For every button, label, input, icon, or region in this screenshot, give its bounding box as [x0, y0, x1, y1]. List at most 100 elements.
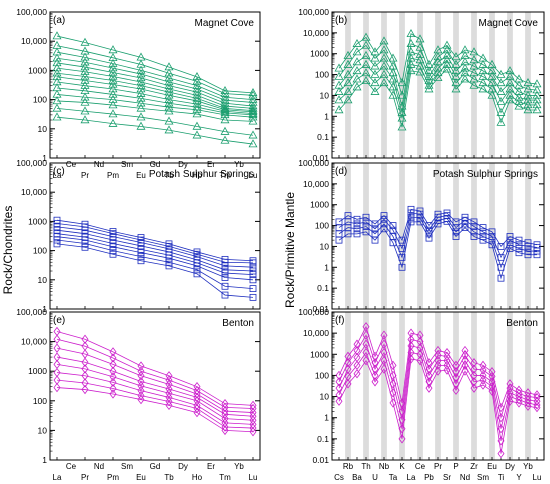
data-point: [52, 77, 62, 86]
plot-frame: [49, 162, 261, 310]
data-point: [470, 370, 478, 381]
y-tick-label: 1000: [310, 349, 329, 359]
data-point: [371, 351, 379, 362]
x-tick-label: Sm: [121, 160, 133, 169]
element-stripe: [363, 12, 369, 158]
data-point: [380, 225, 388, 233]
data-point: [389, 222, 397, 229]
data-point: [352, 57, 362, 66]
data-point: [434, 350, 442, 360]
y-tick-label: 10,000: [21, 337, 47, 347]
data-point: [524, 401, 532, 411]
panel-label: (d): [335, 166, 347, 177]
data-point: [137, 371, 145, 381]
series-line: [56, 116, 254, 145]
y-tick-label: 1000: [310, 200, 329, 210]
data-point: [532, 90, 542, 99]
data-point: [533, 247, 541, 255]
data-point: [136, 69, 146, 78]
data-point: [425, 377, 433, 387]
data-point: [506, 396, 514, 406]
data-point: [515, 236, 523, 244]
data-point: [451, 66, 461, 75]
data-point: [514, 96, 524, 105]
chart-panel-b: 0.01 0.1 1 10 100 1000 10,000 100,000 (b) Magnet …: [298, 7, 545, 163]
data-point: [415, 61, 425, 70]
panel-label: (f): [335, 315, 344, 326]
data-point: [524, 391, 532, 402]
y-tick-label: 10,000: [303, 179, 329, 189]
data-point: [371, 370, 379, 381]
data-point: [164, 68, 174, 77]
data-point: [192, 109, 202, 118]
x-tick-label: Yb: [523, 462, 533, 471]
data-point: [248, 139, 258, 148]
data-point: [344, 351, 352, 362]
x-tick-label: Ba: [352, 473, 362, 482]
data-point: [193, 385, 201, 396]
element-stripe: [507, 312, 513, 460]
data-point: [109, 347, 117, 357]
x-tick-label: K: [399, 462, 405, 471]
data-point: [221, 269, 229, 277]
data-point: [343, 59, 353, 68]
data-point: [108, 84, 118, 93]
data-point: [52, 112, 62, 121]
data-point: [370, 69, 380, 78]
data-point: [352, 74, 362, 83]
data-point: [334, 95, 344, 104]
data-point: [398, 245, 406, 252]
data-point: [442, 40, 452, 49]
series-line: [56, 363, 254, 421]
x-tick-label: Tb: [164, 473, 174, 482]
data-point: [80, 106, 90, 115]
data-point: [193, 407, 201, 418]
data-point: [80, 80, 90, 89]
x-tick-label: Pm: [107, 473, 119, 482]
data-point: [361, 32, 371, 41]
x-tick-label: Ta: [389, 473, 398, 482]
data-point: [361, 50, 371, 59]
x-tick-label: Nd: [460, 473, 470, 482]
x-tick-label: Rb: [343, 462, 354, 471]
y-tick-label: 100,000: [298, 307, 329, 317]
data-point: [137, 249, 145, 257]
data-point: [109, 366, 117, 376]
data-point: [249, 259, 257, 267]
data-point: [380, 215, 388, 223]
y-tick-label: 100,000: [298, 7, 329, 17]
data-point: [108, 58, 118, 67]
data-point: [248, 130, 258, 139]
data-point: [353, 345, 361, 356]
data-point: [524, 239, 532, 247]
data-point: [343, 50, 353, 59]
series-line: [338, 325, 538, 409]
data-point: [137, 361, 145, 371]
series-line: [56, 51, 254, 100]
data-point: [479, 365, 487, 375]
element-stripe: [489, 163, 495, 309]
data-point: [533, 396, 541, 406]
x-tick-label: Pr: [434, 462, 442, 471]
data-point: [451, 84, 461, 93]
data-point: [433, 68, 443, 77]
x-tick-label: Er: [207, 160, 215, 169]
data-point: [361, 68, 371, 77]
data-point: [425, 234, 433, 242]
element-stripe: [363, 312, 369, 460]
data-point: [497, 448, 505, 459]
data-point: [137, 385, 145, 396]
data-point: [388, 74, 398, 83]
data-point: [488, 241, 496, 249]
data-point: [108, 94, 118, 103]
data-point: [352, 38, 362, 47]
data-point: [452, 379, 460, 389]
data-point: [192, 121, 202, 130]
y-tick-label: 0.01: [312, 153, 329, 163]
data-point: [442, 50, 452, 59]
data-point: [53, 382, 61, 393]
data-point: [334, 86, 344, 95]
data-point: [370, 86, 380, 95]
data-point: [53, 343, 61, 353]
series-line: [56, 372, 254, 425]
